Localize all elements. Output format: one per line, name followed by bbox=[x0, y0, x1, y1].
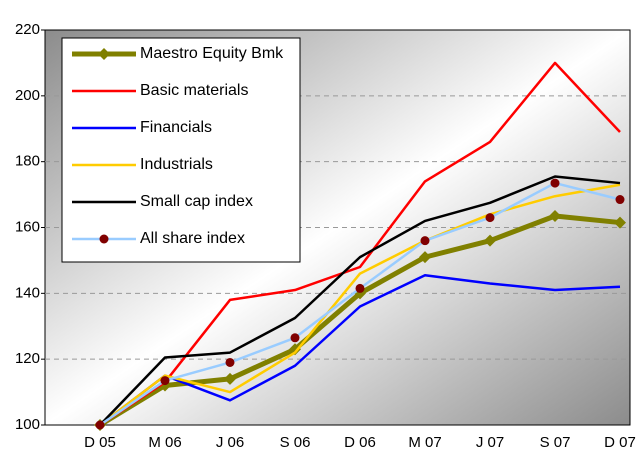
marker bbox=[484, 234, 496, 247]
legend-label: Maestro Equity Bmk bbox=[140, 45, 284, 62]
y-tick-label: 160 bbox=[15, 218, 40, 235]
series-line bbox=[99, 273, 621, 426]
marker bbox=[99, 234, 109, 244]
marker bbox=[550, 178, 560, 188]
marker bbox=[98, 48, 110, 60]
legend-box bbox=[61, 37, 301, 263]
y-tick-label: 200 bbox=[15, 87, 40, 104]
legend-label: Industrials bbox=[140, 156, 213, 173]
y-tick-label: 100 bbox=[15, 416, 40, 433]
y-tick-label: 120 bbox=[15, 350, 40, 367]
marker bbox=[160, 376, 170, 386]
marker bbox=[289, 343, 301, 356]
marker bbox=[614, 216, 626, 229]
marker bbox=[419, 251, 431, 264]
x-tick-label: D 07 bbox=[604, 434, 636, 451]
marker bbox=[485, 213, 495, 223]
x-tick-label: D 06 bbox=[344, 434, 376, 451]
x-tick-label: D 05 bbox=[84, 434, 116, 451]
y-tick-label: 180 bbox=[15, 153, 40, 170]
marker bbox=[355, 283, 365, 293]
marker bbox=[224, 372, 236, 385]
series-line bbox=[99, 183, 621, 426]
legend-label: Small cap index bbox=[140, 193, 253, 210]
x-tick-label: J 06 bbox=[216, 434, 244, 451]
marker bbox=[225, 357, 235, 367]
marker bbox=[290, 333, 300, 343]
x-tick-label: S 06 bbox=[280, 434, 311, 451]
legend-label: Financials bbox=[140, 119, 212, 136]
marker bbox=[615, 195, 625, 205]
x-tick-label: M 06 bbox=[148, 434, 181, 451]
marker bbox=[95, 420, 105, 430]
marker bbox=[420, 236, 430, 246]
x-tick-label: J 07 bbox=[476, 434, 504, 451]
x-tick-label: M 07 bbox=[408, 434, 441, 451]
y-tick-label: 140 bbox=[15, 284, 40, 301]
legend: Maestro Equity Bmk Basic materials Financi… bbox=[61, 37, 301, 263]
legend-label: All share index bbox=[140, 230, 245, 247]
marker bbox=[549, 209, 561, 222]
series-line bbox=[99, 175, 621, 426]
y-tick-label: 220 bbox=[15, 21, 40, 38]
x-tick-label: S 07 bbox=[540, 434, 571, 451]
legend-label: Basic materials bbox=[140, 82, 248, 99]
